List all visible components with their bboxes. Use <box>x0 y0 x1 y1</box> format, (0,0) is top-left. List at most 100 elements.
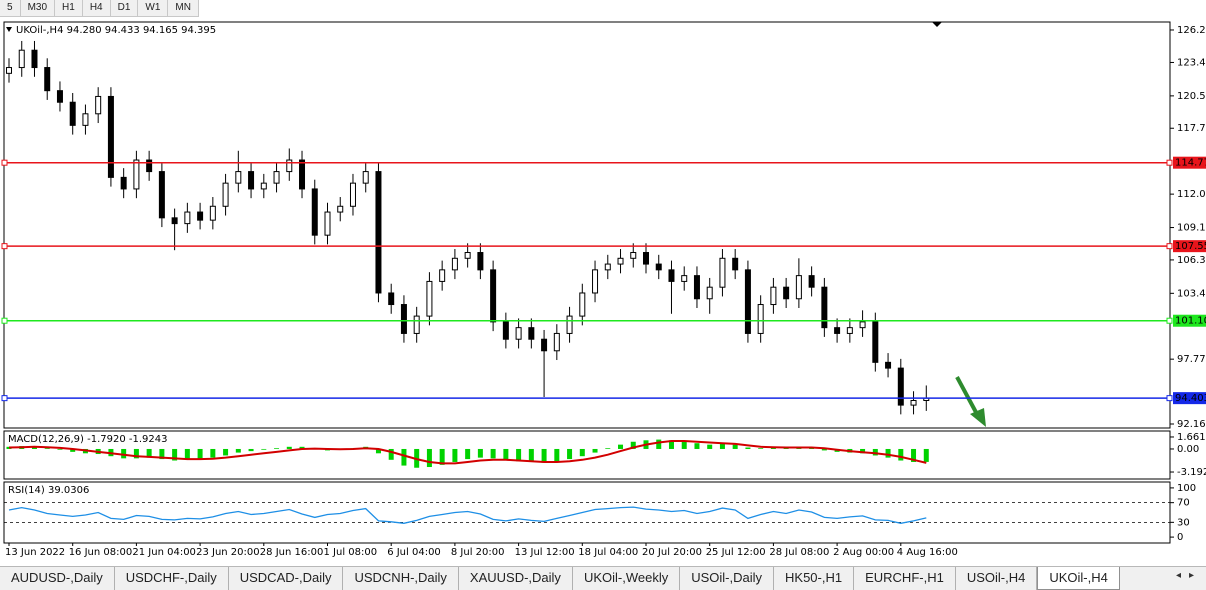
macd-bar <box>57 448 63 450</box>
y-tick-label: 106.36 <box>1177 255 1206 266</box>
x-tick-label: 13 Jun 2022 <box>5 547 65 558</box>
macd-bar <box>146 448 152 458</box>
x-tick-label: 2 Aug 00:00 <box>833 547 894 558</box>
candle-body <box>286 159 293 173</box>
chart-tab[interactable]: XAUUSD-,Daily <box>459 567 573 590</box>
candle-body <box>184 211 191 225</box>
candle-body <box>706 286 713 300</box>
macd-bar <box>248 448 254 452</box>
candle-body <box>490 269 497 323</box>
timeframe-button[interactable]: 5 <box>0 0 21 16</box>
candle-body <box>158 171 165 219</box>
chart-tab[interactable]: HK50-,H1 <box>774 567 855 590</box>
candle-body <box>502 321 509 340</box>
candle-body <box>375 171 382 294</box>
level-handle <box>1 395 8 402</box>
level-handle <box>1166 317 1173 324</box>
x-tick-label: 20 Jul 20:00 <box>642 547 702 558</box>
macd-bar <box>872 448 878 456</box>
macd-bar <box>159 448 165 460</box>
level-handle <box>1 317 8 324</box>
macd-bar <box>732 444 738 449</box>
macd-bar <box>6 446 12 449</box>
level-handle <box>1166 159 1173 166</box>
timeframe-button[interactable]: W1 <box>138 0 169 16</box>
candle-body <box>273 171 280 184</box>
indicator-line <box>8 506 927 524</box>
candle-body <box>515 327 522 340</box>
level-handle <box>1166 395 1173 402</box>
candle-body <box>362 171 369 184</box>
panel-frame <box>3 481 1171 544</box>
macd-bar <box>745 447 751 449</box>
candle-body <box>146 159 153 173</box>
chart-tab[interactable]: EURCHF-,H1 <box>854 567 956 590</box>
candle-body <box>681 275 688 282</box>
candle-body <box>209 205 216 221</box>
chart-tab[interactable]: USOil-,H4 <box>956 567 1038 590</box>
macd-bar <box>197 448 203 460</box>
candle-body <box>859 321 866 329</box>
timeframe-button[interactable]: H4 <box>83 0 111 16</box>
macd-bar <box>860 448 866 454</box>
macd-bar <box>821 448 827 451</box>
chart-tab[interactable]: USDCNH-,Daily <box>343 567 459 590</box>
candle-body <box>260 182 267 190</box>
panel-frame <box>3 21 1171 429</box>
level-label-box <box>1173 156 1206 169</box>
candle-body <box>566 315 573 334</box>
y-tick-label: -3.1928 <box>1177 467 1206 478</box>
level-label-box <box>1173 314 1206 327</box>
macd-bar <box>452 448 458 462</box>
chart-tab[interactable]: UKOil-,Weekly <box>573 567 681 590</box>
candle-body <box>757 304 764 334</box>
timeframe-button[interactable]: M30 <box>21 0 56 16</box>
candle-body <box>6 67 12 74</box>
macd-bar <box>630 441 636 449</box>
candle-body <box>349 182 356 207</box>
timeframe-button[interactable]: D1 <box>111 0 139 16</box>
macd-bar <box>503 448 509 460</box>
panel-title: UKOil-,H4 94.280 94.433 94.165 94.395 <box>16 25 216 36</box>
title-marker <box>6 27 12 32</box>
tab-scroll[interactable]: ◂▸ <box>1175 570 1202 581</box>
macd-bar <box>286 446 292 449</box>
y-tick-label: 126.25 <box>1177 25 1206 36</box>
macd-bar <box>439 448 445 465</box>
candle-body <box>477 252 484 271</box>
candle-body <box>31 49 38 69</box>
shift-marker <box>932 22 942 27</box>
chart-tab[interactable]: USDCHF-,Daily <box>115 567 229 590</box>
panel-title: RSI(14) 39.0306 <box>8 485 89 496</box>
candle-body <box>821 286 828 329</box>
macd-bar <box>223 448 229 456</box>
macd-bar <box>758 448 764 449</box>
timeframe-button[interactable]: MN <box>168 0 199 16</box>
y-tick-label: 97.775 <box>1177 354 1206 365</box>
panel-frame <box>3 430 1171 480</box>
chart-tab[interactable]: USDCAD-,Daily <box>229 567 344 590</box>
candle-body <box>107 95 114 178</box>
y-tick-label: 103.47 <box>1177 288 1206 299</box>
chart-tabs: AUDUSD-,Daily USDCHF-,Daily USDCAD-,Daily U… <box>0 566 1206 590</box>
candle-body <box>885 361 892 369</box>
chart: UKOil-,H4 94.280 94.433 94.165 94.395 126… <box>1 21 1206 558</box>
macd-bar <box>898 448 904 461</box>
chart-tab[interactable]: UKOil-,H4 <box>1037 567 1120 590</box>
candle-body <box>897 367 904 406</box>
y-tick-label: 30 <box>1177 517 1190 528</box>
macd-bar <box>44 448 50 449</box>
y-tick-label: 120.55 <box>1177 91 1206 102</box>
candle-body <box>808 275 815 288</box>
candle-body <box>133 159 140 190</box>
macd-bar <box>923 448 929 462</box>
chart-tab[interactable]: USOil-,Daily <box>680 567 775 590</box>
candle-body <box>617 257 624 265</box>
x-tick-label: 16 Jun 08:00 <box>69 547 133 558</box>
macd-bar <box>70 448 76 452</box>
chart-tab[interactable]: AUDUSD-,Daily <box>0 567 115 590</box>
timeframe-button[interactable]: H1 <box>55 0 83 16</box>
candle-body <box>171 217 178 225</box>
candle-body <box>783 286 790 300</box>
